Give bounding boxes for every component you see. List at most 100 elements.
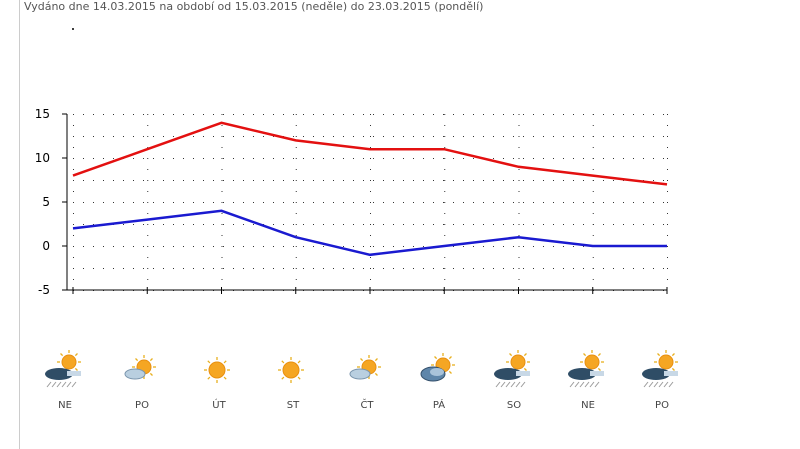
grid-dot [483, 268, 484, 269]
grid-dot [93, 202, 94, 203]
grid-dot [73, 235, 74, 236]
grid-dot [667, 180, 668, 181]
grid-dot [533, 246, 534, 247]
grid-dot [383, 202, 384, 203]
grid-dot [543, 224, 544, 225]
grid-dot [283, 114, 284, 115]
grid-dot [483, 202, 484, 203]
grid-dot [113, 246, 114, 247]
grid-dot [333, 224, 334, 225]
grid-dot [643, 224, 644, 225]
grid-dot [403, 202, 404, 203]
grid-dot [193, 268, 194, 269]
grid-dot [444, 202, 446, 203]
grid-dot [533, 202, 534, 203]
grid-dot [333, 136, 334, 137]
grid-dot [283, 224, 284, 225]
grid-dot [273, 202, 274, 203]
grid-dot [443, 180, 444, 181]
grid-dot [73, 224, 74, 225]
grid-dot [323, 136, 324, 137]
grid-dot [370, 158, 371, 159]
grid-dot [413, 224, 414, 225]
grid-dot [73, 125, 74, 126]
grid-dot [592, 213, 594, 214]
grid-dot [518, 213, 520, 214]
grid-dot [193, 158, 194, 159]
grid-dot [563, 202, 564, 203]
grid-dot [147, 169, 149, 170]
grid-dot [203, 180, 204, 181]
grid-dot [233, 180, 234, 181]
grid-dot [503, 158, 504, 159]
grid-dot [363, 246, 364, 247]
grid-dot [443, 114, 444, 115]
grid-dot [295, 125, 297, 126]
series-line-1 [72, 209, 667, 257]
grid-dot [543, 246, 544, 247]
grid-dot [223, 268, 224, 269]
grid-dot [203, 224, 204, 225]
grid-dot [163, 224, 164, 225]
grid-dot [518, 268, 520, 269]
day-label: ST [286, 400, 300, 411]
grid-dot [223, 158, 224, 159]
y-tick-label: 15 [35, 107, 50, 121]
grid-dot [563, 158, 564, 159]
cloudy-sun-icon [415, 350, 459, 390]
grid-dot [221, 158, 223, 159]
grid-dot [323, 158, 324, 159]
grid-dot [613, 224, 614, 225]
grid-dot [213, 202, 214, 203]
grid-dot [213, 224, 214, 225]
grid-dot [583, 114, 584, 115]
grid-dot [393, 224, 394, 225]
grid-dot [153, 224, 154, 225]
grid-dot [370, 235, 371, 236]
grid-dot [83, 224, 84, 225]
grid-dot [444, 191, 446, 192]
grid-dot [263, 246, 264, 247]
grid-dot [413, 268, 414, 269]
partly-cloudy-icon [118, 350, 162, 390]
grid-dot [123, 268, 124, 269]
grid-dot [73, 114, 74, 115]
grid-dot [433, 202, 434, 203]
grid-dot [473, 158, 474, 159]
grid-dot [73, 136, 74, 137]
grid-dot [373, 246, 374, 247]
grid-dot [243, 180, 244, 181]
grid-dot [221, 268, 223, 269]
grid-dot [93, 158, 94, 159]
grid-dot [323, 202, 324, 203]
grid-dot [553, 158, 554, 159]
grid-dot [503, 224, 504, 225]
grid-dot [173, 180, 174, 181]
grid-dot [147, 202, 149, 203]
grid-dot [493, 180, 494, 181]
grid-dot [523, 246, 524, 247]
grid-dot [393, 268, 394, 269]
grid-dot [413, 158, 414, 159]
grid-dot [444, 169, 446, 170]
grid-dot [363, 224, 364, 225]
grid-dot [503, 114, 504, 115]
grid-dot [343, 246, 344, 247]
grid-dot [523, 158, 524, 159]
grid-dot [583, 224, 584, 225]
grid-dot [233, 202, 234, 203]
grid-dot [423, 114, 424, 115]
grid-dot [143, 268, 144, 269]
grid-dot [370, 202, 371, 203]
grid-dot [653, 224, 654, 225]
grid-dot [303, 202, 304, 203]
grid-dot [183, 224, 184, 225]
grid-dot [183, 114, 184, 115]
grid-dot [113, 136, 114, 137]
grid-dot [667, 213, 668, 214]
grid-dot [663, 180, 664, 181]
rain-sun-icon [41, 350, 85, 390]
grid-dot [433, 268, 434, 269]
grid-dot [518, 136, 520, 137]
grid-dot [653, 180, 654, 181]
